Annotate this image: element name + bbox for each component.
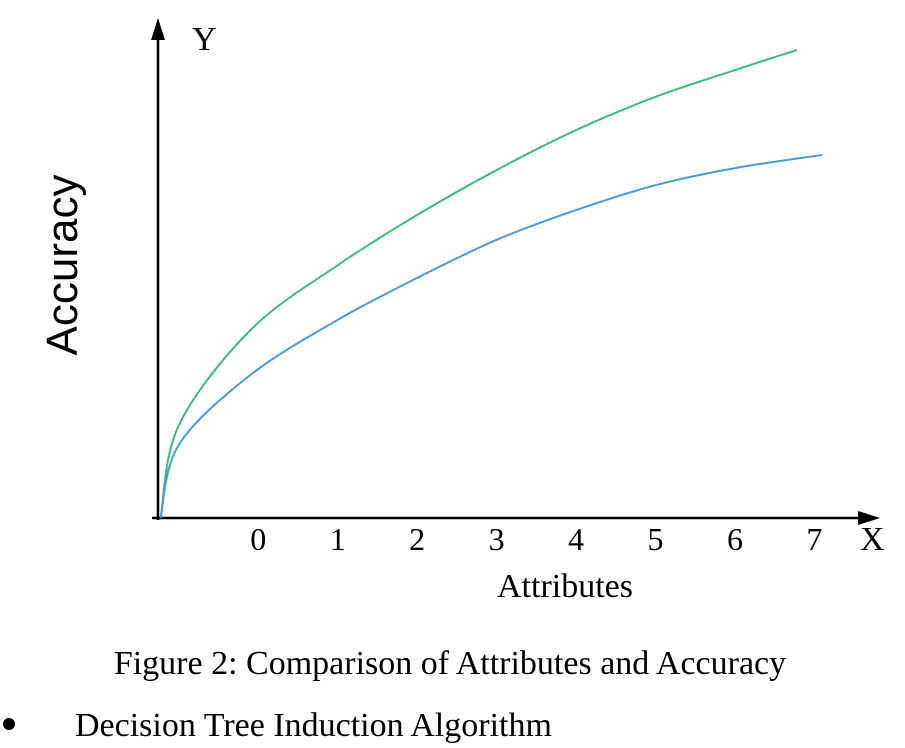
x-tick-label: 4 xyxy=(568,521,584,557)
x-tick-label: 7 xyxy=(806,521,822,557)
list-item: Decision Tree Induction Algorithm xyxy=(75,707,552,744)
y-axis-letter: Y xyxy=(192,21,217,58)
x-tick-label: 6 xyxy=(727,521,743,557)
curve xyxy=(159,153,823,519)
x-arrow xyxy=(858,511,880,525)
x-tick-label: 0 xyxy=(250,521,266,557)
curve xyxy=(159,49,798,519)
x-tick-label: 5 xyxy=(648,521,664,557)
x-tick-label: 3 xyxy=(489,521,505,557)
bullet xyxy=(3,718,15,730)
x-axis-label: Attributes xyxy=(497,568,633,605)
y-axis-label: Accuracy xyxy=(38,175,87,356)
x-tick-label: 1 xyxy=(330,521,346,557)
x-axis-letter: X xyxy=(860,521,885,558)
caption: Figure 2: Comparison of Attributes and A… xyxy=(114,645,786,682)
y-arrow xyxy=(151,18,165,40)
x-tick-label: 2 xyxy=(409,521,425,557)
